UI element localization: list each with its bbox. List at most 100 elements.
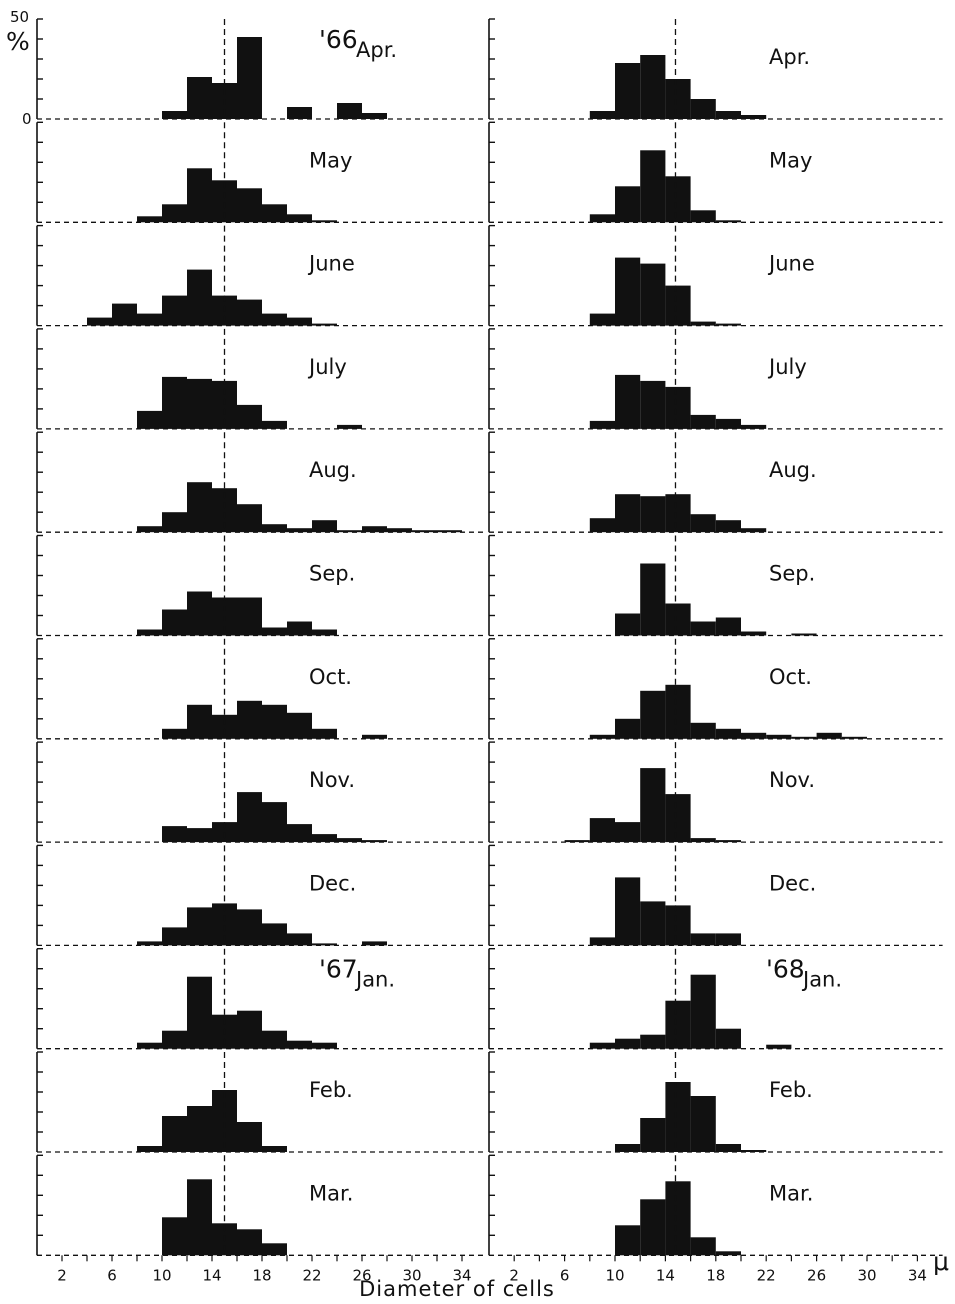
histogram-bar bbox=[312, 1042, 337, 1049]
histogram-bar bbox=[640, 1199, 666, 1256]
histogram-bar bbox=[715, 111, 741, 119]
histogram-panel: Oct. bbox=[488, 638, 943, 740]
histogram-bar bbox=[162, 376, 187, 429]
histogram-bar bbox=[212, 1090, 237, 1152]
histogram-bar bbox=[287, 712, 312, 739]
year-label: '66 bbox=[319, 25, 358, 54]
histogram-bar bbox=[640, 55, 666, 119]
histogram-bar bbox=[262, 923, 287, 946]
histogram-panel: Oct. bbox=[36, 638, 487, 740]
histogram-bar bbox=[337, 103, 362, 119]
month-label: Jan. bbox=[354, 968, 395, 992]
histogram-panel: Nov. bbox=[36, 741, 487, 843]
histogram-bar bbox=[262, 802, 287, 843]
histogram-bar bbox=[589, 313, 615, 326]
histogram-bar bbox=[137, 629, 162, 636]
histogram-bar bbox=[162, 609, 187, 636]
histogram-bar bbox=[665, 684, 691, 739]
histogram-bar bbox=[237, 404, 262, 429]
month-label: May bbox=[309, 148, 352, 172]
histogram-bar bbox=[741, 528, 767, 533]
histogram-bar bbox=[665, 285, 691, 326]
year-label: '67 bbox=[319, 955, 358, 984]
histogram-panel: July bbox=[36, 328, 487, 430]
histogram-bar bbox=[665, 494, 691, 533]
histogram-bar bbox=[162, 111, 187, 119]
histogram-bar bbox=[387, 528, 412, 533]
histogram-bar bbox=[715, 520, 741, 533]
histogram-bar bbox=[715, 1144, 741, 1152]
histogram-bar bbox=[615, 257, 641, 326]
histogram-bar bbox=[187, 1106, 212, 1152]
x-tick-label: 34 bbox=[452, 1266, 471, 1284]
histogram-bar bbox=[237, 299, 262, 326]
histogram-bar bbox=[312, 834, 337, 843]
x-tick-label: 2 bbox=[57, 1266, 67, 1284]
x-tick-label: 18 bbox=[706, 1266, 725, 1284]
histogram-bar bbox=[640, 1118, 666, 1152]
histogram-bar bbox=[162, 1217, 187, 1256]
x-tick-label: 10 bbox=[605, 1266, 624, 1284]
histogram-bar bbox=[187, 976, 212, 1049]
histogram-bar bbox=[237, 1122, 262, 1152]
histogram-bar bbox=[715, 617, 741, 636]
month-label: Mar. bbox=[769, 1181, 813, 1205]
histogram-bar bbox=[137, 410, 162, 429]
histogram-bar bbox=[791, 736, 817, 739]
histogram-panel: May bbox=[488, 121, 943, 223]
month-label: Feb. bbox=[769, 1078, 813, 1102]
histogram-bar bbox=[690, 99, 716, 119]
histogram-bar bbox=[187, 1179, 212, 1256]
histogram-bar bbox=[640, 380, 666, 429]
histogram-bar bbox=[589, 937, 615, 946]
x-tick-label: 22 bbox=[302, 1266, 321, 1284]
histogram-bar bbox=[640, 901, 666, 946]
year-label: '68 bbox=[766, 955, 805, 984]
histogram-bar bbox=[237, 700, 262, 739]
histogram-bar bbox=[741, 631, 767, 636]
histogram-panel: Dec. bbox=[488, 844, 943, 947]
histogram-bar bbox=[640, 768, 666, 843]
x-tick-label: 22 bbox=[757, 1266, 776, 1284]
histogram-panel: Aug. bbox=[36, 431, 487, 533]
histogram-bar bbox=[187, 591, 212, 636]
x-axis-unit-label: μ bbox=[933, 1247, 949, 1276]
histogram-bar bbox=[162, 1030, 187, 1049]
histogram-bar bbox=[287, 528, 312, 533]
x-tick-label: 30 bbox=[857, 1266, 876, 1284]
histogram-bar bbox=[690, 210, 716, 223]
histogram-panel: Sep. bbox=[36, 534, 487, 637]
histogram-bar bbox=[287, 107, 312, 119]
histogram-bar bbox=[715, 728, 741, 739]
histogram-bar bbox=[337, 838, 362, 843]
histogram-bar bbox=[162, 826, 187, 843]
month-label: Nov. bbox=[769, 768, 815, 792]
histogram-panel: June bbox=[36, 224, 487, 327]
histogram-bar bbox=[715, 323, 741, 326]
histogram-bar bbox=[237, 597, 262, 636]
histogram-bar bbox=[337, 530, 362, 533]
y-axis-zero-label: 0 bbox=[22, 110, 32, 128]
month-label: Oct. bbox=[769, 665, 812, 689]
histogram-bar bbox=[262, 1030, 287, 1049]
histogram-bar bbox=[615, 63, 641, 119]
histogram-bar bbox=[237, 188, 262, 223]
histogram-panel: May bbox=[36, 121, 487, 223]
month-label: June bbox=[307, 252, 355, 276]
histogram-bar bbox=[589, 420, 615, 429]
histogram-bar bbox=[362, 113, 387, 119]
histogram-bar bbox=[690, 838, 716, 843]
histogram-bar bbox=[615, 374, 641, 429]
histogram-bar bbox=[766, 734, 792, 739]
x-tick-label: 10 bbox=[152, 1266, 171, 1284]
histogram-bar bbox=[640, 496, 666, 533]
x-tick-label: 2 bbox=[509, 1266, 519, 1284]
histogram-bar bbox=[690, 1237, 716, 1256]
histogram-bar bbox=[412, 530, 437, 533]
histogram-bar bbox=[362, 840, 387, 843]
histogram-bar bbox=[615, 822, 641, 843]
histogram-bar bbox=[665, 1082, 691, 1152]
histogram-bar bbox=[137, 526, 162, 533]
histogram-panel: Feb. bbox=[488, 1051, 943, 1153]
